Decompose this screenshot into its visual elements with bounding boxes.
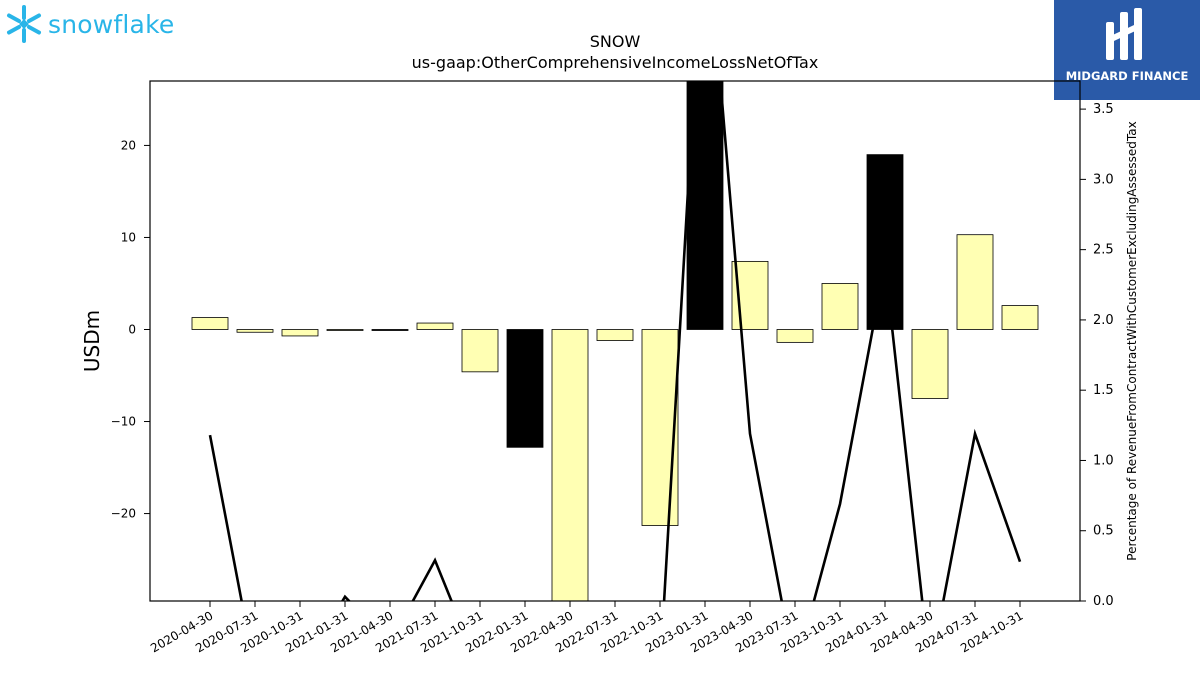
midgard-finance-logo: MIDGARD FINANCE <box>1054 0 1200 100</box>
bar-2023-10-31 <box>821 283 859 330</box>
snowflake-logo: snowflake <box>4 4 174 44</box>
y2-tick-label: 0.0 <box>1093 594 1114 609</box>
bar-2021-01-31 <box>326 329 364 331</box>
bar-2024-10-31 <box>1001 305 1039 330</box>
y2-tick-label: 2.0 <box>1093 313 1114 328</box>
bar-2021-07-31 <box>416 322 454 330</box>
y2-tick-label: 3.0 <box>1093 172 1114 187</box>
bar-2022-10-31 <box>641 329 679 526</box>
bar-2022-07-31 <box>596 329 634 341</box>
bar-2020-04-30 <box>191 317 229 330</box>
y2-axis-label: Percentage of RevenueFromContractWithCus… <box>1125 121 1139 560</box>
snowflake-icon <box>7 5 41 43</box>
percentage-line <box>208 81 1022 601</box>
bar-2024-01-31 <box>866 154 904 330</box>
y2-tick-label: 3.5 <box>1093 102 1114 117</box>
y-tick-label: 10 <box>121 230 136 244</box>
y-tick-label: −20 <box>111 507 136 521</box>
chart-title: SNOW <box>589 32 641 51</box>
y-tick-label: 0 <box>128 322 136 336</box>
bar-2024-07-31 <box>956 234 994 330</box>
bar-2020-10-31 <box>281 329 319 337</box>
bar-2022-04-30 <box>551 329 589 602</box>
chart-subtitle: us-gaap:OtherComprehensiveIncomeLossNetO… <box>411 53 819 72</box>
midgard-finance-text: MIDGARD FINANCE <box>1065 69 1189 83</box>
bars-layer <box>191 80 1039 602</box>
y-tick-label: −10 <box>111 415 136 429</box>
y2-tick-label: 2.5 <box>1093 243 1114 258</box>
bar-2021-10-31 <box>461 329 499 373</box>
y2-tick-label: 0.5 <box>1093 524 1114 539</box>
midgard-mark-icon <box>1106 8 1142 60</box>
snowflake-logo-text: snowflake <box>48 9 175 39</box>
y-axis-label: USDm <box>80 310 104 372</box>
line-layer <box>208 81 1022 601</box>
bar-2020-07-31 <box>236 329 274 333</box>
bar-2022-01-31 <box>506 329 544 448</box>
y2-tick-label: 1.0 <box>1093 453 1114 468</box>
bar-2023-07-31 <box>776 329 814 343</box>
y2-tick-label: 1.5 <box>1093 383 1114 398</box>
bar-2024-04-30 <box>911 329 949 399</box>
axes-layer: 20100−10−200.00.51.01.52.02.53.03.52020-… <box>111 102 1114 655</box>
y-tick-label: 20 <box>121 138 136 152</box>
bar-2021-04-30 <box>371 329 409 331</box>
